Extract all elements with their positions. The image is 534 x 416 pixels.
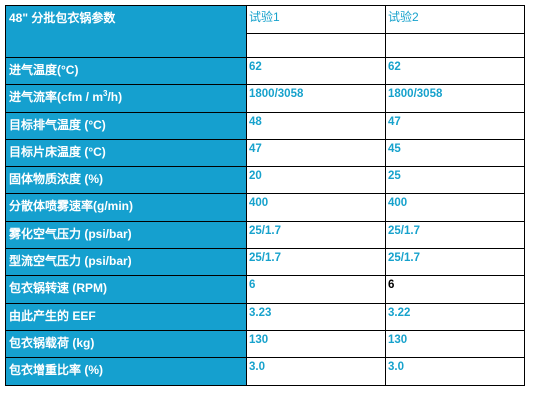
trial-2-value: 45 bbox=[385, 138, 525, 168]
table-row: 包衣锅转速 (RPM) 6 6 bbox=[5, 275, 525, 304]
row-label-text-end: /h) bbox=[107, 90, 123, 105]
table-row: 目标排气温度 (°C) 48 47 bbox=[5, 111, 525, 140]
trial-1-value: 3.0 bbox=[246, 357, 386, 386]
row-label: 进气温度(°C) bbox=[5, 56, 247, 86]
table-row: 由此产生的 EEF 3.23 3.22 bbox=[5, 302, 525, 331]
trial-1-value: 25/1.7 bbox=[246, 220, 386, 250]
trial-1-value: 130 bbox=[246, 329, 386, 359]
table-row: 进气流率(cfm / m3/h) 1800/3058 1800/3058 bbox=[5, 84, 525, 113]
trial-2-value: 62 bbox=[385, 56, 525, 86]
trial-2-value: 25/1.7 bbox=[385, 220, 525, 250]
trial-2-value: 400 bbox=[385, 193, 525, 222]
row-label: 包衣锅载荷 (kg) bbox=[5, 329, 247, 359]
trial-1-value: 48 bbox=[246, 111, 386, 140]
row-label: 分散体喷雾速率(g/min) bbox=[5, 193, 247, 222]
trial-2-value: 3.22 bbox=[385, 302, 525, 331]
trial-1-value: 25/1.7 bbox=[246, 248, 386, 277]
trial-1-value: 20 bbox=[246, 166, 386, 195]
parameter-table-container: 48" 分批包衣锅参数 试验1 试验2 进气温度(°C) 62 62 进气流率(… bbox=[5, 5, 525, 386]
row-label-superscript: 3 bbox=[103, 89, 108, 99]
header-row: 48" 分批包衣锅参数 试验1 试验2 bbox=[5, 5, 525, 58]
row-label: 目标片床温度 (°C) bbox=[5, 138, 247, 168]
trial-2-value: 3.0 bbox=[385, 357, 525, 386]
header-spacer-cell bbox=[385, 33, 525, 58]
table-row: 雾化空气压力 (psi/bar) 25/1.7 25/1.7 bbox=[5, 220, 525, 250]
trial-1-value: 6 bbox=[246, 275, 386, 304]
trial-2-value: 6 bbox=[385, 275, 525, 304]
table-row: 型流空气压力 (psi/bar) 25/1.7 25/1.7 bbox=[5, 248, 525, 277]
row-label: 目标排气温度 (°C) bbox=[5, 111, 247, 140]
trial-1-value: 47 bbox=[246, 138, 386, 168]
row-label: 型流空气压力 (psi/bar) bbox=[5, 248, 247, 277]
trial-2-header: 试验2 bbox=[385, 5, 525, 34]
trial-2-value: 130 bbox=[385, 329, 525, 359]
trial-2-value: 1800/3058 bbox=[385, 84, 525, 113]
row-label: 雾化空气压力 (psi/bar) bbox=[5, 220, 247, 250]
trial-2-value: 47 bbox=[385, 111, 525, 140]
row-label: 由此产生的 EEF bbox=[5, 302, 247, 331]
row-label: 包衣锅转速 (RPM) bbox=[5, 275, 247, 304]
row-label: 固体物质浓度 (%) bbox=[5, 166, 247, 195]
row-label: 进气流率(cfm / m3/h) bbox=[5, 84, 247, 113]
table-row: 固体物质浓度 (%) 20 25 bbox=[5, 166, 525, 195]
table-row: 目标片床温度 (°C) 47 45 bbox=[5, 138, 525, 168]
header-spacer-cell bbox=[246, 33, 386, 58]
trial-1-value: 1800/3058 bbox=[246, 84, 386, 113]
table-row: 进气温度(°C) 62 62 bbox=[5, 56, 525, 86]
trial-2-value: 25/1.7 bbox=[385, 248, 525, 277]
table-title: 48" 分批包衣锅参数 bbox=[5, 5, 247, 58]
trial-1-value: 62 bbox=[246, 56, 386, 86]
trial-1-header: 试验1 bbox=[246, 5, 386, 34]
trial-1-value: 3.23 bbox=[246, 302, 386, 331]
table-row: 包衣锅载荷 (kg) 130 130 bbox=[5, 329, 525, 359]
trial-1-value: 400 bbox=[246, 193, 386, 222]
row-label-text: 进气流率(cfm / m bbox=[9, 90, 104, 105]
trial-2-value: 25 bbox=[385, 166, 525, 195]
table-row: 分散体喷雾速率(g/min) 400 400 bbox=[5, 193, 525, 222]
table-row: 包衣增重比率 (%) 3.0 3.0 bbox=[5, 357, 525, 386]
parameter-table: 48" 分批包衣锅参数 试验1 试验2 进气温度(°C) 62 62 进气流率(… bbox=[5, 5, 525, 386]
row-label: 包衣增重比率 (%) bbox=[5, 357, 247, 386]
